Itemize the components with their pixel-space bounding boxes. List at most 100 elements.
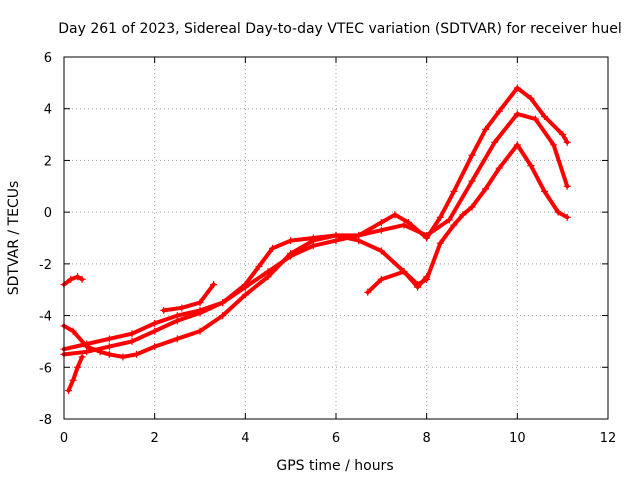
- data-point: [482, 125, 490, 133]
- data-point: [436, 239, 444, 247]
- data-point: [491, 138, 499, 146]
- data-point: [468, 203, 476, 211]
- x-tick-label: 6: [332, 431, 340, 446]
- x-axis-label: GPS time / hours: [276, 458, 393, 474]
- x-tick-labels: 0 2 4 6 8 10 12: [60, 431, 616, 446]
- series-track-d: [60, 231, 431, 361]
- data-point: [332, 231, 340, 239]
- data-point: [173, 335, 181, 343]
- data-point: [128, 330, 136, 338]
- data-point: [67, 275, 75, 283]
- data-point: [178, 304, 186, 312]
- data-point: [450, 187, 458, 195]
- data-point: [83, 343, 91, 351]
- data-point: [495, 107, 503, 115]
- data-point: [482, 185, 490, 193]
- data-point: [69, 327, 77, 335]
- data-point: [196, 309, 204, 317]
- data-point: [264, 273, 272, 281]
- data-point: [119, 353, 127, 361]
- data-point: [400, 221, 408, 229]
- data-point: [287, 237, 295, 245]
- data-point: [377, 275, 385, 283]
- data-point: [550, 141, 558, 149]
- chart-title: Day 261 of 2023, Sidereal Day-to-day VTE…: [58, 21, 621, 37]
- data-point: [513, 84, 521, 92]
- data-point: [423, 231, 431, 239]
- data-point: [541, 112, 549, 120]
- data-point: [151, 327, 159, 335]
- y-tick-label: 2: [44, 154, 52, 169]
- data-point: [513, 110, 521, 118]
- y-tick-label: -4: [39, 310, 52, 325]
- data-point: [541, 187, 549, 195]
- data-point: [527, 94, 535, 102]
- y-tick-label: -8: [39, 413, 52, 428]
- data-point: [445, 216, 453, 224]
- data-point: [563, 138, 571, 146]
- data-point: [405, 218, 413, 226]
- plot-frame: [63, 56, 609, 420]
- y-tick-labels: -8 -6 -4 -2 0 2 4 6: [39, 51, 52, 428]
- data-point: [563, 213, 571, 221]
- data-point: [255, 262, 263, 270]
- y-tick-label: -6: [39, 361, 52, 376]
- data-point: [377, 226, 385, 234]
- x-tick-label: 2: [151, 431, 159, 446]
- data-point: [563, 182, 571, 190]
- data-point: [554, 208, 562, 216]
- x-tick-label: 8: [423, 431, 431, 446]
- data-point: [151, 343, 159, 351]
- data-point: [241, 291, 249, 299]
- data-point: [377, 218, 385, 226]
- data-point: [269, 244, 277, 252]
- series-line: [62, 274, 85, 287]
- y-axis-label: SDTVAR / TECUs: [6, 181, 22, 296]
- data-point: [468, 151, 476, 159]
- data-point: [513, 141, 521, 149]
- x-tick-label: 4: [241, 431, 249, 446]
- data-point: [74, 363, 82, 371]
- data-point: [495, 164, 503, 172]
- data-point: [196, 299, 204, 307]
- data-point: [391, 211, 399, 219]
- series-track-g: [160, 281, 218, 314]
- data-point: [219, 299, 227, 307]
- data-point: [468, 177, 476, 185]
- data-point: [78, 353, 86, 361]
- data-series: [60, 84, 571, 395]
- y-tick-label: -2: [39, 258, 52, 273]
- series-line: [66, 354, 85, 393]
- data-point: [74, 273, 82, 281]
- data-point: [105, 350, 113, 358]
- data-point: [69, 376, 77, 384]
- y-tick-label: 0: [44, 206, 52, 221]
- data-point: [527, 162, 535, 170]
- y-tick-label: 6: [44, 51, 52, 66]
- data-point: [210, 281, 218, 289]
- x-tick-label: 0: [60, 431, 68, 446]
- series-line: [161, 282, 216, 313]
- data-point: [377, 247, 385, 255]
- data-point: [559, 131, 567, 139]
- data-point: [196, 327, 204, 335]
- data-point: [128, 337, 136, 345]
- data-point: [241, 281, 249, 289]
- data-point: [423, 273, 431, 281]
- data-point: [287, 250, 295, 258]
- x-tick-label: 10: [509, 431, 526, 446]
- data-point: [414, 283, 422, 291]
- data-point: [450, 221, 458, 229]
- data-point: [65, 387, 73, 395]
- x-tick-label: 12: [600, 431, 617, 446]
- data-point: [459, 211, 467, 219]
- y-tick-label: 4: [44, 103, 52, 118]
- series-line: [62, 86, 570, 352]
- data-point: [105, 343, 113, 351]
- data-point: [173, 317, 181, 325]
- data-point: [355, 237, 363, 245]
- data-point: [364, 288, 372, 296]
- series-track-e: [65, 353, 86, 395]
- data-point: [105, 335, 113, 343]
